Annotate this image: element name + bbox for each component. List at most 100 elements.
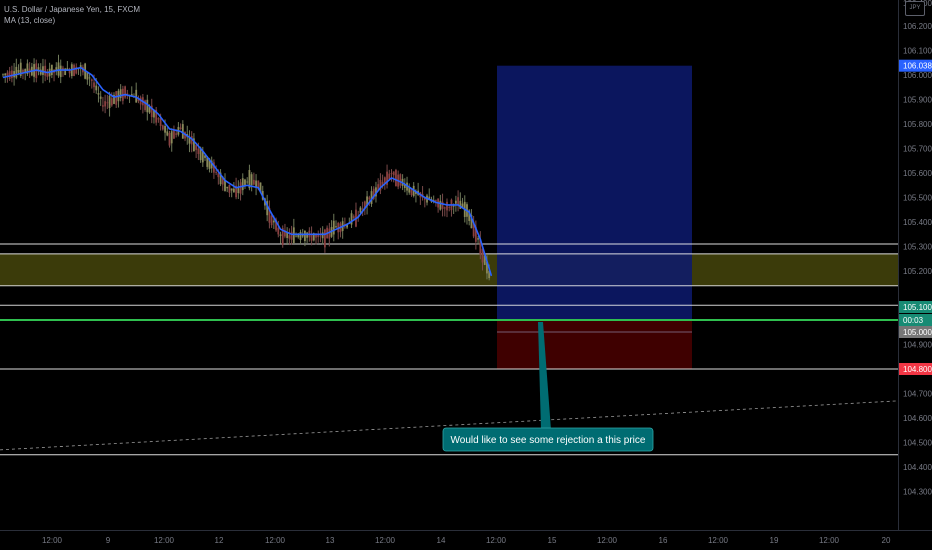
price-label-text: 00:03 [903, 316, 924, 325]
price-label-stop [899, 363, 932, 375]
candle-body [173, 130, 175, 139]
candle-body [104, 101, 107, 107]
candle-body [375, 187, 377, 197]
candle-body [179, 127, 182, 129]
time-tick-label: 12:00 [819, 536, 840, 545]
candle-body [446, 201, 448, 211]
candle-body [306, 232, 309, 238]
candle-body [155, 109, 158, 123]
candle-body [164, 125, 166, 133]
price-tick-label: 106.100 [903, 47, 932, 56]
candle-body [257, 180, 260, 189]
candle-body [457, 197, 459, 205]
price-tick-label: 105.400 [903, 218, 932, 227]
candle-body [161, 125, 164, 130]
candle-body [250, 174, 253, 186]
candle-body [277, 227, 280, 235]
candle-body [59, 65, 62, 78]
candle-body [359, 207, 362, 213]
candle-body [275, 219, 277, 231]
chart-pane[interactable] [0, 65, 898, 369]
candle-body [324, 229, 326, 248]
candle-body [197, 148, 200, 154]
time-tick-label: 19 [770, 536, 779, 545]
loss-zone[interactable] [497, 320, 692, 369]
time-tick-label: 12 [215, 536, 224, 545]
candle-body [244, 179, 246, 186]
candle-body [215, 172, 218, 173]
callout-pointer [538, 322, 551, 430]
candle-body [4, 73, 7, 76]
candle-body [17, 70, 20, 73]
candle-body [55, 67, 58, 72]
candle-body [366, 196, 368, 207]
indicator-legend[interactable]: MA (13, close) [4, 16, 56, 25]
price-tick-label: 104.600 [903, 414, 932, 423]
candle-body [390, 173, 393, 174]
candle-body [168, 132, 171, 146]
currency-badge[interactable]: JPY [905, 1, 925, 16]
candle-body [392, 171, 395, 176]
candle-body [304, 230, 306, 242]
candle-body [363, 201, 366, 209]
time-tick-label: 12:00 [486, 536, 507, 545]
candle-body [204, 155, 206, 158]
candle-body [144, 100, 146, 110]
ma-line[interactable] [2, 66, 493, 277]
candle-body [388, 173, 391, 180]
candle-body [319, 235, 322, 237]
candle-body [246, 181, 249, 183]
candle-body [150, 105, 153, 118]
candle-body [24, 69, 27, 73]
candle-body [248, 170, 251, 189]
price-tick-label: 106.000 [903, 71, 932, 80]
price-label-text: 106.038 [903, 62, 932, 71]
candle-body [237, 188, 240, 194]
candle-body [95, 85, 98, 91]
candle-body [297, 235, 300, 238]
candle-body [459, 200, 462, 209]
candle-body [310, 234, 313, 241]
candle-body [193, 138, 195, 152]
time-tick-label: 12:00 [375, 536, 396, 545]
candle-body [232, 188, 235, 193]
candle-body [2, 74, 4, 76]
candle-body [97, 93, 100, 95]
annotation-callout[interactable]: Would like to see some rejection a this … [442, 322, 654, 452]
candle-body [19, 62, 22, 76]
candle-body [352, 216, 355, 219]
time-axis[interactable]: 12:00 9 12:00 12 12:00 13 12:00 14 12:00 15 12:00 1… [0, 530, 932, 546]
time-tick-label: 12:00 [154, 536, 175, 545]
candle-body [195, 145, 198, 150]
candle-body [213, 162, 215, 173]
candle-body [62, 67, 64, 70]
candle-body [113, 94, 115, 104]
callout-text: Would like to see some rejection a this … [451, 435, 646, 446]
candle-body [219, 172, 222, 185]
candle-body [106, 102, 109, 104]
candle-body [46, 71, 49, 77]
candle-body [281, 228, 284, 246]
candle-body [286, 231, 289, 238]
callout-box[interactable] [442, 427, 654, 452]
candle-body [28, 68, 31, 73]
time-tick-label: 16 [659, 536, 668, 545]
candle-body [208, 158, 211, 169]
price-axis[interactable]: 106.200 106.100 106.000 105.900 105.800 105.7… [898, 0, 932, 530]
candle-body [206, 157, 209, 167]
candle-body [130, 94, 133, 96]
profit-zone[interactable] [497, 65, 692, 320]
candle-body [335, 226, 337, 228]
candle-body [79, 65, 82, 69]
price-tick-label: 104.700 [903, 390, 932, 399]
candle-body [481, 248, 484, 263]
candle-body [483, 255, 486, 265]
candle-body [39, 69, 42, 75]
price-label-text: 105.100 [903, 303, 932, 312]
candle-body [135, 89, 138, 103]
price-tick-label: 105.200 [903, 267, 932, 276]
candle-body [448, 206, 451, 208]
candle-body [301, 234, 304, 237]
price-tick-label: 104.400 [903, 463, 932, 472]
